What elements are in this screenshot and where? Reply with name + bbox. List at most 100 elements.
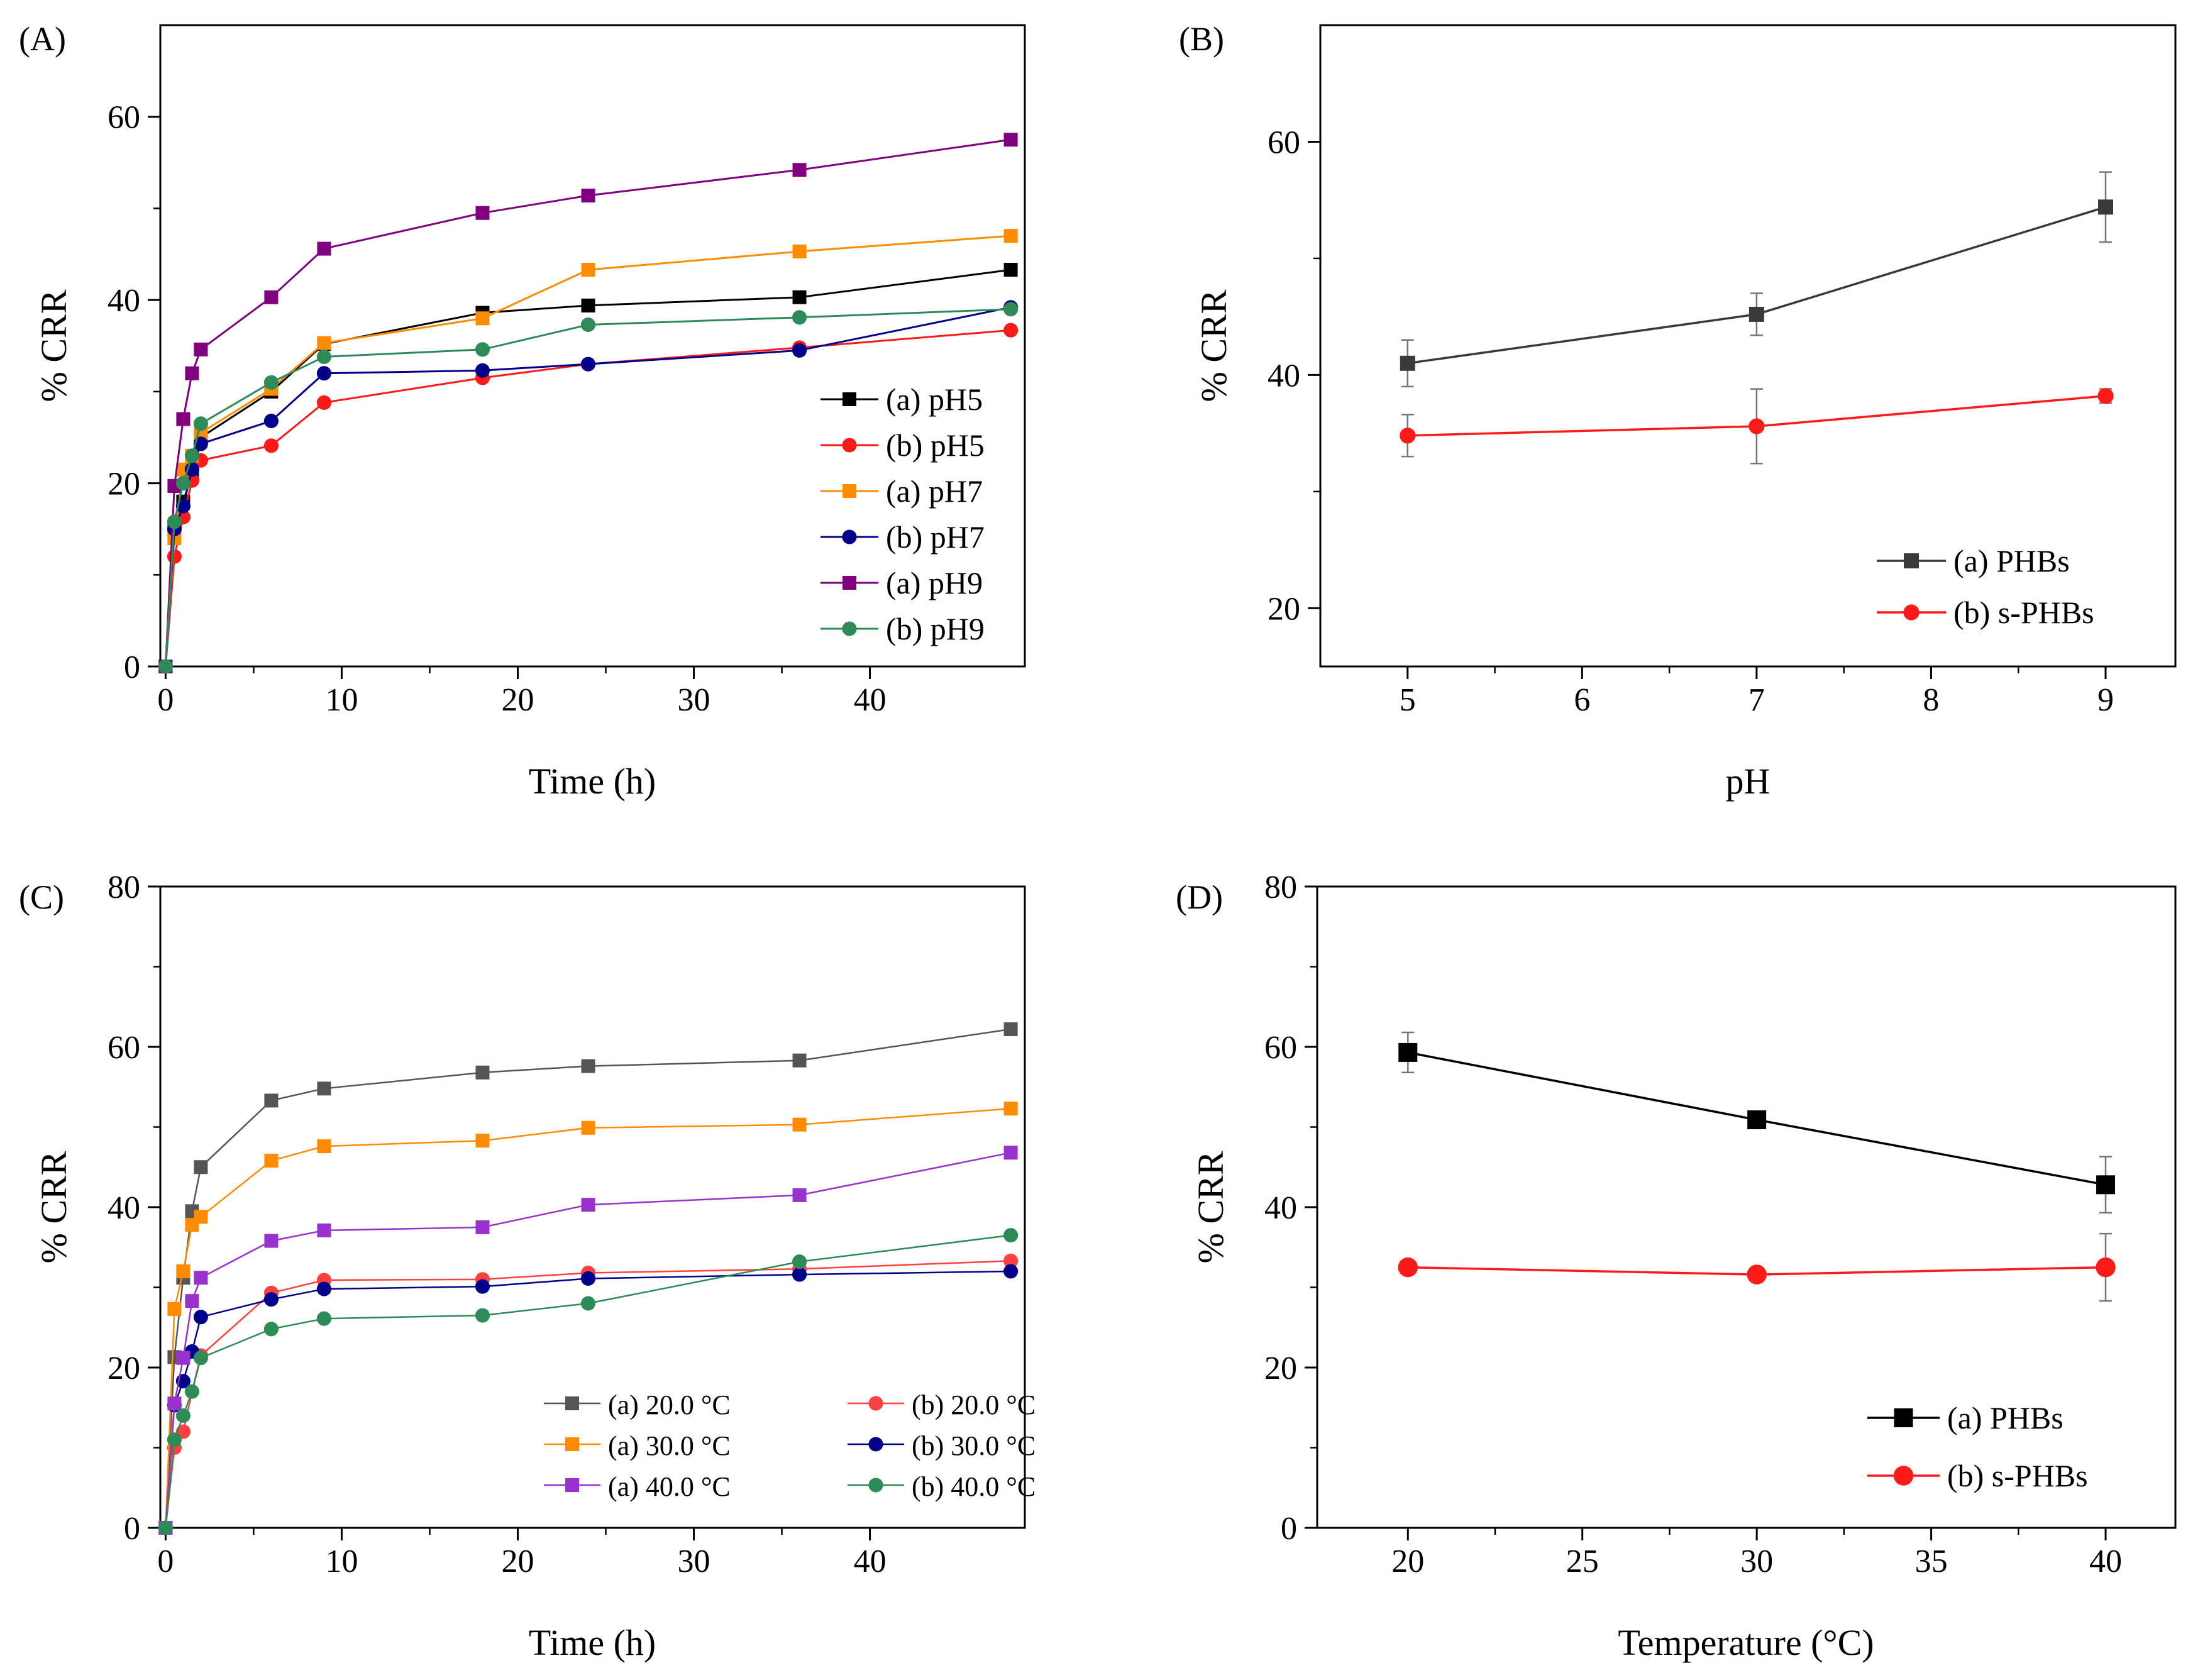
data-point (1747, 1264, 1767, 1285)
x-tick-label: 30 (678, 1544, 710, 1579)
data-point (167, 1396, 182, 1411)
data-point (792, 310, 807, 325)
series-group (158, 1022, 1019, 1535)
data-point (158, 1520, 173, 1535)
data-point (175, 476, 191, 491)
data-point (264, 1154, 279, 1168)
data-point (792, 1267, 807, 1282)
data-point (792, 1117, 807, 1132)
y-axis-title: % CRR (1193, 289, 1234, 402)
chart-panel-b: (B) pH % CRR 5 6 7 8 9 20 40 60 (a) PHBs (b) s-P… (1179, 20, 2177, 802)
x-axis-title: Temperature (°C) (1618, 1622, 1874, 1663)
data-point (263, 413, 279, 429)
legend-label: (b) pH7 (886, 519, 985, 555)
data-point (167, 1301, 182, 1316)
legend-marker (1903, 604, 1920, 621)
y-axis-title: % CRR (1190, 1151, 1231, 1263)
x-axis-title: pH (1726, 761, 1771, 802)
legend: (a) pH5 (b) pH5 (a) pH7 (b) pH7 (a) pH9 (b) p… (820, 382, 985, 646)
y-tick-label: 20 (108, 1351, 140, 1386)
data-point (581, 263, 595, 277)
data-point (176, 1264, 191, 1278)
y-tick-label: 60 (108, 100, 140, 136)
data-point (475, 206, 490, 220)
x-axis-title: Time (h) (529, 761, 656, 802)
legend-label: (b) pH5 (886, 428, 985, 463)
data-point (1003, 133, 1018, 147)
legend-marker (868, 1478, 883, 1493)
x-tick-label: 25 (1566, 1544, 1599, 1579)
chart-panel-c: (C) Time (h) % CRR 0 10 20 30 40 0 20 40 60 80 (a… (19, 870, 1036, 1663)
x-tick-label: 20 (501, 1544, 534, 1579)
tick-group: 0 10 20 30 40 0 20 40 60 (108, 100, 887, 718)
data-point (1003, 1228, 1019, 1243)
data-point (176, 1351, 191, 1365)
y-tick-label: 40 (1268, 358, 1300, 394)
data-point (194, 1160, 208, 1174)
legend: (a) PHBs (b) s-PHBs (1877, 543, 2094, 630)
x-tick-label: 30 (1740, 1544, 1773, 1579)
legend-marker (868, 1437, 883, 1452)
data-point (475, 311, 490, 326)
legend-label: (a) PHBs (1947, 1400, 2064, 1435)
y-tick-label: 80 (108, 870, 140, 905)
data-point (475, 342, 490, 357)
series-line (1407, 206, 2106, 365)
data-point (316, 395, 331, 410)
y-tick-label: 60 (1268, 124, 1300, 160)
legend-marker (842, 438, 857, 453)
legend-marker (842, 529, 857, 544)
data-point (1400, 428, 1416, 444)
data-point (1003, 263, 1018, 277)
x-tick-label: 9 (2097, 682, 2114, 718)
data-point (581, 189, 595, 203)
legend-marker (843, 576, 856, 590)
x-tick-label: 40 (2089, 1544, 2122, 1579)
legend-marker (565, 1396, 579, 1410)
series-line (165, 1107, 1011, 1528)
y-tick-label: 20 (1264, 1351, 1297, 1386)
data-point (475, 1279, 490, 1294)
plot-frame (1319, 24, 2177, 668)
data-point (317, 1223, 331, 1237)
data-point (1749, 418, 1765, 434)
series-group (1398, 1031, 2116, 1302)
data-point (264, 1093, 279, 1108)
legend-label: (b) 40.0 °C (912, 1471, 1036, 1502)
x-tick-label: 10 (325, 1544, 358, 1579)
data-point (792, 244, 807, 258)
data-point (580, 1296, 596, 1311)
y-tick-label: 60 (1264, 1030, 1297, 1066)
legend: (a) 20.0 °C (a) 30.0 °C (a) 40.0 °C (b) 20.… (544, 1390, 1036, 1502)
series-group (158, 133, 1019, 674)
data-point (1003, 1102, 1018, 1116)
series-group (1400, 171, 2114, 465)
x-tick-label: 0 (157, 682, 174, 718)
y-tick-label: 0 (124, 1511, 140, 1547)
legend-marker (1904, 553, 1919, 568)
x-tick-label: 10 (325, 682, 358, 718)
data-point (175, 1408, 191, 1423)
data-point (194, 1271, 208, 1285)
data-point (263, 438, 279, 453)
data-point (580, 356, 596, 372)
data-point (1398, 1042, 1418, 1062)
data-point (1398, 1257, 1418, 1278)
y-axis-title: % CRR (33, 289, 74, 402)
data-point (475, 1308, 490, 1323)
panel-label: (D) (1176, 878, 1223, 916)
chart-panel-a: (A) Time (h) % CRR 0 10 20 30 40 0 20 40 60 (a) … (19, 20, 1026, 802)
legend-label: (b) 30.0 °C (912, 1430, 1036, 1461)
legend-label: (a) 20.0 °C (608, 1390, 731, 1420)
data-point (792, 290, 807, 304)
x-tick-label: 40 (854, 1544, 887, 1579)
data-point (581, 1059, 595, 1073)
x-axis-title: Time (h) (529, 1622, 656, 1663)
data-point (185, 1294, 199, 1308)
data-point (194, 342, 208, 356)
data-point (317, 241, 331, 256)
legend-label: (a) pH7 (886, 473, 983, 509)
x-tick-label: 6 (1574, 682, 1590, 718)
legend-marker (1893, 1466, 1914, 1486)
